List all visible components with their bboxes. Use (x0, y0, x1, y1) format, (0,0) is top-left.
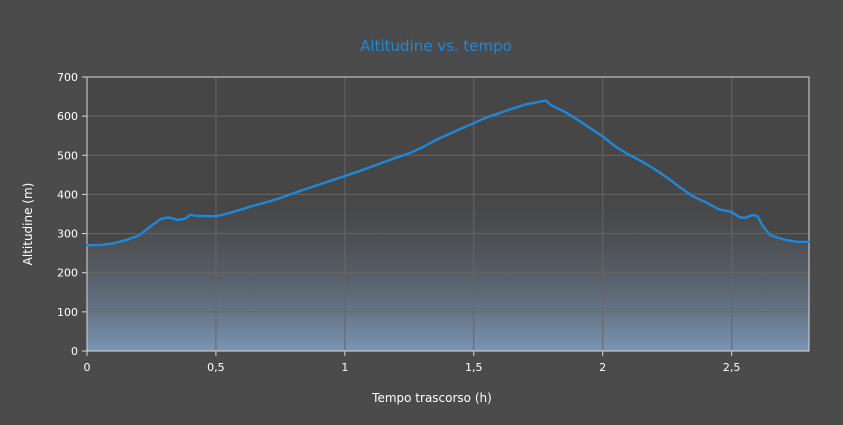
y-axis-title: Altitudine (m) (21, 183, 35, 266)
altitude-data-point (241, 208, 243, 210)
altitude-data-point (318, 184, 320, 186)
altitude-data-point (615, 146, 617, 148)
altitude-data-point (357, 171, 359, 173)
altitude-data-point (602, 135, 604, 138)
altitude-data-point (545, 99, 547, 102)
altitude-data-point (189, 214, 191, 216)
altitude-data-point (795, 241, 797, 243)
altitude-data-point (550, 104, 552, 106)
altitude-data-point (86, 244, 88, 246)
altitude-data-point (163, 217, 165, 219)
x-tick-label: 0,5 (207, 361, 225, 374)
altitude-data-point (499, 112, 501, 114)
altitude-data-point (769, 234, 771, 236)
altitude-data-point (279, 197, 281, 199)
altitude-data-point (486, 116, 488, 118)
altitude-data-point (138, 234, 140, 237)
altitude-data-point (563, 110, 565, 112)
altitude-data-point (762, 225, 764, 227)
altitude-data-point (473, 122, 475, 124)
altitude-data-point (756, 215, 759, 217)
altitude-data-point (692, 195, 694, 197)
y-tick-label: 300 (57, 228, 78, 241)
altitude-data-point (434, 139, 436, 141)
altitude-data-point (168, 216, 171, 219)
y-tick-label: 500 (57, 149, 78, 162)
altitude-data-point (382, 161, 385, 163)
altitude-data-point (254, 204, 256, 206)
altitude-data-point (228, 212, 230, 214)
altitude-data-point (460, 128, 462, 130)
altitude-data-point (731, 211, 733, 213)
altitude-data-point (215, 215, 217, 217)
altitude-data-point (511, 108, 514, 110)
altitude-data-point (640, 160, 643, 162)
altitude-data-point (782, 238, 784, 240)
altitude-data-point (738, 216, 741, 218)
altitude-data-point (576, 118, 578, 120)
x-tick-label: 2,5 (723, 361, 741, 374)
area-fill (87, 100, 809, 351)
altitude-data-point (197, 215, 199, 217)
altitude-data-point (653, 168, 655, 170)
y-tick-label: 200 (57, 267, 78, 280)
altitude-data-point (705, 201, 707, 203)
y-tick-label: 600 (57, 110, 78, 123)
altitude-data-point (158, 219, 160, 221)
altitude-data-point (150, 225, 153, 227)
x-axis-title: Tempo trascorso (h) (371, 391, 492, 405)
altitude-data-point (408, 152, 410, 154)
altitude-data-point (266, 201, 269, 203)
altitude-data-point (99, 244, 101, 246)
altitude-data-point (395, 157, 397, 159)
altitude-data-point (718, 208, 720, 210)
altitude-data-point (125, 239, 127, 241)
y-tick-label: 0 (71, 345, 78, 358)
y-tick-label: 100 (57, 306, 78, 319)
altitude-data-point (589, 127, 591, 129)
altitude-data-point (808, 241, 810, 243)
y-tick-label: 400 (57, 188, 78, 201)
altitude-data-point (421, 146, 423, 149)
altitude-data-point (370, 166, 372, 168)
x-tick-label: 1,5 (465, 361, 483, 374)
altitude-data-point (292, 192, 294, 194)
altitude-data-point (743, 217, 746, 219)
altitude-data-point (679, 186, 681, 188)
altitude-data-point (524, 103, 527, 105)
altitude-data-point (305, 188, 307, 190)
altitude-data-point (627, 153, 630, 156)
altitude-data-point (751, 214, 753, 216)
altitude-data-point (537, 101, 539, 103)
chart-title: Altitudine vs. tempo (360, 37, 512, 55)
altitude-data-point (344, 175, 346, 177)
altitude-data-point (184, 218, 186, 220)
altitude-data-point (176, 219, 178, 221)
plot-border (86, 76, 810, 352)
y-tick-label: 700 (57, 71, 78, 84)
altitude-data-point (112, 242, 114, 244)
altitude-data-point (666, 177, 668, 179)
altitude-data-point (202, 215, 204, 217)
x-tick-label: 1 (341, 361, 348, 374)
altitude-data-point (331, 179, 333, 181)
x-tick-label: 0 (84, 361, 91, 374)
x-tick-label: 2 (599, 361, 606, 374)
altitude-data-point (447, 133, 449, 136)
